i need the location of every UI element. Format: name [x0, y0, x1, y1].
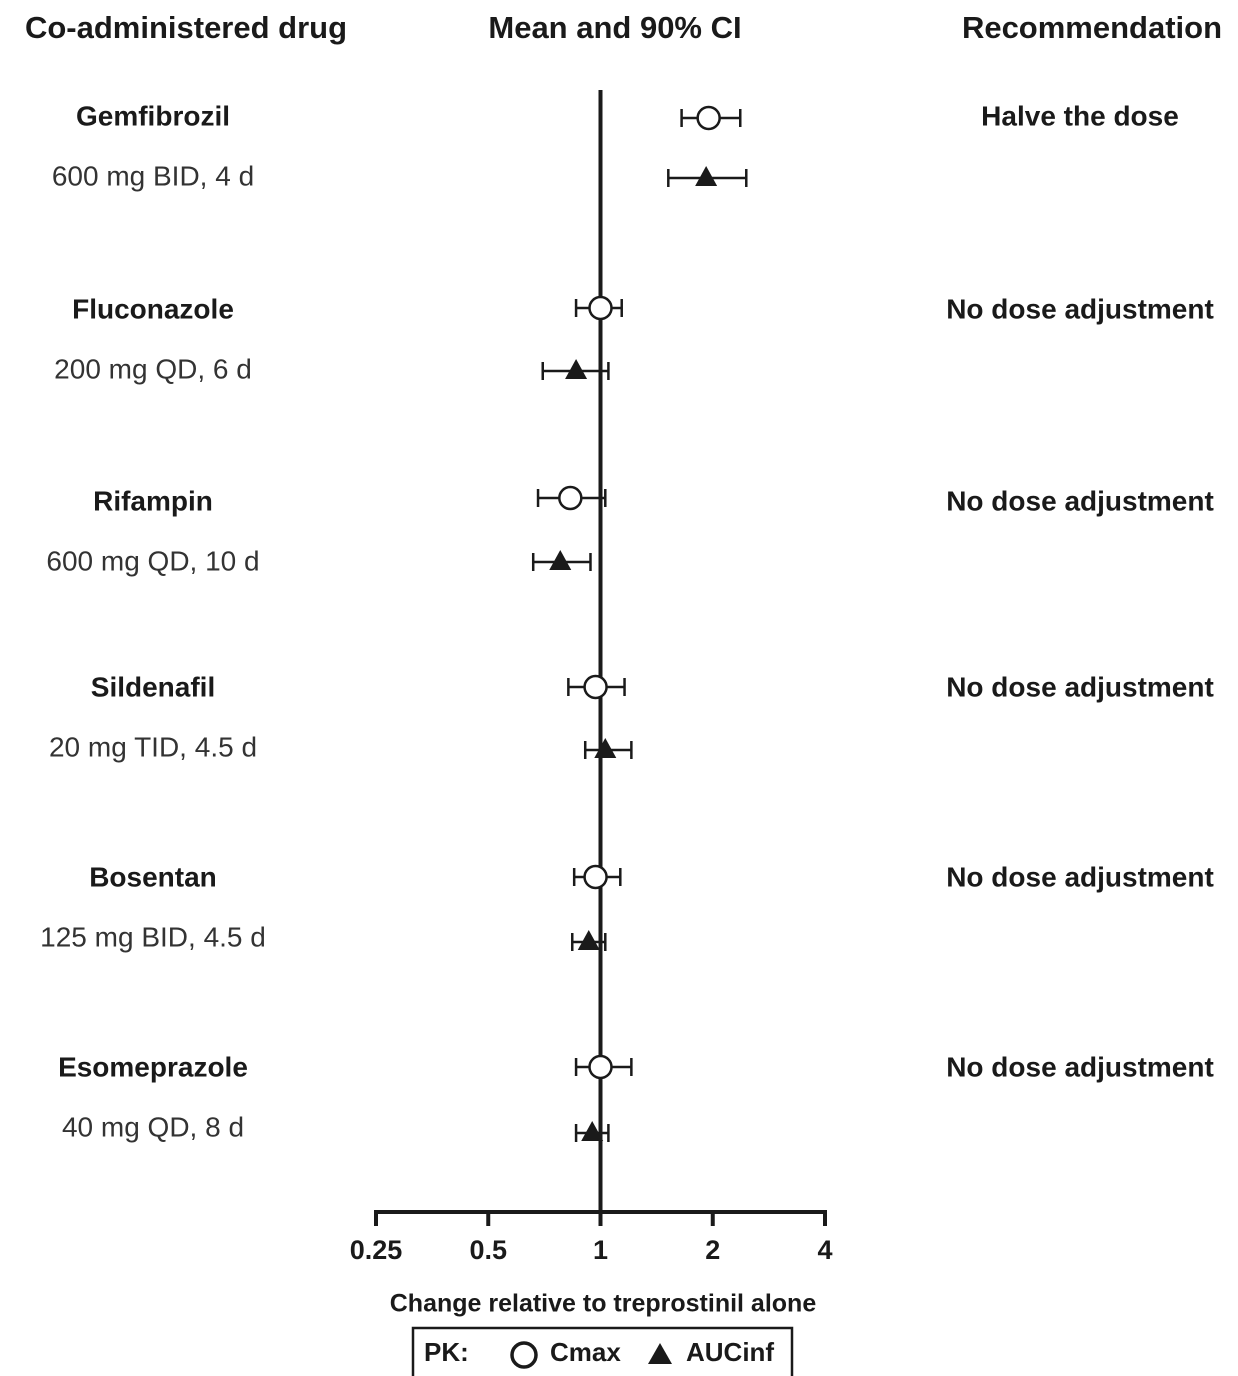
auc-point	[577, 930, 600, 950]
recommendation: Halve the dose	[981, 100, 1179, 131]
legend-label: Cmax	[550, 1337, 621, 1367]
dose-label: 125 mg BID, 4.5 d	[40, 921, 266, 952]
legend-title: PK:	[424, 1337, 469, 1367]
drug-name: Gemfibrozil	[76, 100, 230, 131]
column-header: Co-administered drug	[25, 10, 347, 45]
x-tick-label: 1	[593, 1235, 608, 1265]
recommendation: No dose adjustment	[946, 1051, 1214, 1082]
recommendation: No dose adjustment	[946, 293, 1214, 324]
auc-point	[549, 550, 572, 570]
dose-label: 600 mg BID, 4 d	[52, 160, 254, 191]
auc-point	[594, 738, 617, 758]
drug-name: Esomeprazole	[58, 1051, 248, 1082]
x-tick-label: 2	[705, 1235, 720, 1265]
x-axis-label: Change relative to treprostinil alone	[390, 1290, 817, 1318]
legend-marker	[510, 1341, 538, 1369]
x-tick-label: 0.25	[350, 1235, 403, 1265]
column-header: Recommendation	[962, 10, 1222, 45]
cmax-point	[588, 295, 613, 321]
recommendation: No dose adjustment	[946, 485, 1214, 516]
cmax-point	[696, 105, 721, 131]
cmax-point	[583, 674, 608, 700]
legend-label: AUCinf	[686, 1337, 774, 1367]
dose-label: 600 mg QD, 10 d	[46, 545, 259, 576]
dose-label: 20 mg TID, 4.5 d	[49, 731, 257, 762]
drug-name: Bosentan	[89, 861, 217, 892]
legend-box	[411, 1326, 794, 1376]
drug-name: Sildenafil	[91, 671, 215, 702]
auc-point	[565, 359, 588, 379]
dose-label: 40 mg QD, 8 d	[62, 1111, 244, 1142]
column-header: Mean and 90% CI	[488, 10, 741, 45]
legend-marker	[648, 1343, 672, 1364]
x-tick-label: 4	[817, 1235, 832, 1265]
cmax-point	[583, 864, 608, 890]
x-tick-label: 0.5	[469, 1235, 507, 1265]
drug-name: Fluconazole	[72, 293, 234, 324]
drug-name: Rifampin	[93, 485, 213, 516]
cmax-point	[588, 1054, 613, 1080]
cmax-point	[558, 485, 583, 511]
dose-label: 200 mg QD, 6 d	[54, 353, 252, 384]
auc-point	[695, 166, 718, 186]
recommendation: No dose adjustment	[946, 861, 1214, 892]
auc-point	[581, 1121, 604, 1141]
recommendation: No dose adjustment	[946, 671, 1214, 702]
